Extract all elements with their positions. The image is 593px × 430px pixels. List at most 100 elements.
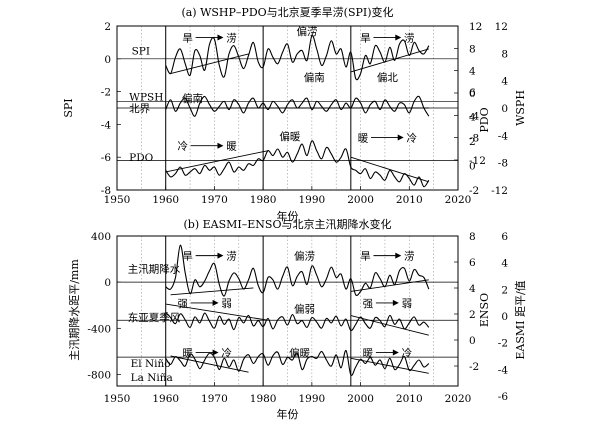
x-axis-label: 年份 — [277, 407, 299, 421]
x-tick-label: 1960 — [152, 194, 179, 206]
y-tick-label: -4 — [101, 119, 112, 131]
arrow-head — [392, 349, 399, 356]
annotation: 涝 — [226, 31, 237, 44]
trend-line — [350, 156, 429, 183]
x-tick-label: 1990 — [298, 393, 325, 405]
y-axis-label-left: SPI — [62, 98, 75, 117]
x-tick-label: 2010 — [396, 393, 423, 405]
y-tick-label-right: 4 — [469, 112, 476, 124]
y-tick-label-right: -2 — [469, 361, 479, 373]
y-tick-label-right: -4 — [498, 364, 509, 376]
annotation: 涝 — [226, 250, 237, 263]
arrow-head — [217, 252, 224, 259]
x-tick-label: 1950 — [104, 393, 131, 405]
y-tick-label-right: -4 — [469, 110, 480, 122]
series-line-2 — [165, 140, 430, 188]
y-tick-label-right: 4 — [469, 283, 476, 295]
annotation: 暖 — [226, 140, 237, 153]
y-tick-label-right: 4 — [501, 76, 508, 88]
trend-line — [165, 303, 269, 321]
y-tick-label-right: 12 — [469, 21, 482, 33]
x-tick-label: 2000 — [347, 194, 374, 206]
y-axis-label-right-outer: WSPH — [514, 90, 527, 126]
x-tick-label: 1990 — [298, 194, 325, 206]
annotation: 旱 — [182, 251, 193, 263]
y-tick-label: 400 — [91, 231, 111, 243]
y-axis-label-right-outer: EASMI 距平/值 — [514, 280, 527, 359]
annotation: 旱 — [360, 32, 371, 44]
y-tick-label-right: -12 — [469, 155, 486, 167]
y-tick-label-right: -2 — [469, 185, 479, 197]
trend-line — [165, 150, 269, 173]
y-tick-label-right: 2 — [469, 136, 476, 148]
y-tick-label-right: 6 — [469, 87, 476, 99]
x-tick-label: 1980 — [250, 393, 277, 405]
series-label: SPI — [132, 46, 150, 58]
series-line-1 — [165, 312, 430, 332]
x-tick-label: 1950 — [104, 194, 131, 206]
x-tick-label: 2020 — [445, 393, 472, 405]
series-label: WPSH — [129, 92, 163, 104]
y-tick-label-right: -8 — [498, 158, 508, 170]
trend-line — [350, 357, 429, 374]
annotation: 偏暖 — [279, 130, 300, 143]
annotation: 偏涝 — [294, 250, 315, 263]
y-axis-label-right-inner: PDO — [478, 107, 491, 132]
annotation: 暖 — [363, 347, 374, 360]
x-tick-label: 2010 — [396, 194, 423, 206]
annotation: 强 — [363, 298, 374, 310]
y-tick-label: 0 — [104, 54, 111, 66]
annotation: 暖 — [358, 132, 369, 145]
trend-line — [350, 279, 429, 292]
chart-title: (a) WSHP–PDO与北京夏季旱涝(SPI)变化 — [181, 5, 393, 19]
series-label: 东亚夏季风 — [128, 311, 181, 324]
annotation: 冷 — [178, 140, 189, 153]
trend-line — [170, 53, 249, 74]
arrow-head — [212, 349, 219, 356]
y-tick-label: -6 — [101, 152, 112, 164]
y-tick-label-right: 0 — [469, 335, 476, 347]
arrow-head — [397, 134, 404, 141]
annotation: 弱 — [221, 298, 232, 310]
y-tick-label: -8 — [101, 185, 111, 197]
trend-line — [350, 48, 429, 73]
trend-line — [170, 287, 254, 296]
annotation: 旱 — [182, 32, 193, 44]
annotation: 偏北 — [377, 71, 398, 84]
trend-line — [170, 355, 249, 373]
y-tick-label-right: 6 — [501, 231, 508, 243]
y-tick-label-right: 4 — [501, 258, 508, 270]
series-label: PDO — [129, 152, 153, 164]
annotation: 涝 — [404, 250, 415, 263]
x-tick-label: 1970 — [201, 393, 228, 405]
y-tick-label-right: -8 — [469, 133, 479, 145]
arrow-head — [395, 252, 402, 259]
y-tick-label-right: -2 — [498, 338, 508, 350]
annotation: 暖 — [182, 347, 193, 360]
panel-b-chart: (b) EASMI–ENSO与北京主汛期降水变化 1950 1960 1970 1980… — [67, 217, 527, 421]
x-tick-label: 1970 — [201, 194, 228, 206]
x-tick-label: 2020 — [445, 194, 472, 206]
annotation: 冷 — [221, 347, 232, 360]
y-tick-label-right: 0 — [501, 103, 508, 115]
y-tick-label: -2 — [101, 87, 111, 99]
x-tick-label: 1960 — [152, 393, 179, 405]
y-axis-label-right-inner: ENSO — [478, 293, 491, 327]
x-axis-label: 年份 — [277, 209, 299, 223]
plot-frame — [116, 25, 459, 191]
y-tick-label-right: -4 — [498, 130, 509, 142]
y-axis-label-left: 主汛期降水距平/mm — [67, 259, 81, 361]
y-tick-label: 0 — [104, 277, 111, 289]
annotation: 偏南 — [304, 71, 325, 84]
series-label: La Niña — [131, 372, 173, 384]
y-tick-label: -400 — [87, 323, 111, 335]
annotation: 强 — [178, 298, 189, 310]
trend-line — [350, 315, 429, 336]
series-line-1 — [165, 95, 430, 117]
y-tick-label-right: 2 — [469, 309, 476, 321]
chart-title: (b) EASMI–ENSO与北京主汛期降水变化 — [184, 217, 392, 231]
y-tick-label-right: -6 — [498, 391, 509, 403]
annotation: 偏涝 — [296, 25, 317, 38]
y-tick-label-right: 8 — [469, 231, 476, 243]
